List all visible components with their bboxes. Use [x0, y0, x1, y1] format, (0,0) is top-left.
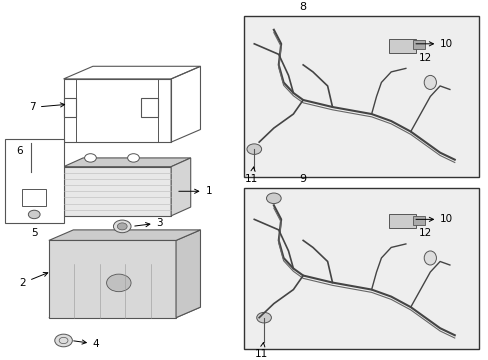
- Circle shape: [84, 154, 96, 162]
- Bar: [244, 188, 478, 349]
- Circle shape: [113, 220, 131, 233]
- Bar: [244, 16, 478, 177]
- Bar: [388, 39, 415, 53]
- Circle shape: [117, 223, 127, 230]
- Bar: [388, 214, 415, 228]
- Circle shape: [256, 312, 271, 323]
- Circle shape: [106, 274, 131, 292]
- Circle shape: [246, 144, 261, 154]
- Text: 4: 4: [74, 339, 100, 349]
- Bar: [5, 139, 63, 223]
- Polygon shape: [49, 240, 176, 318]
- Text: 9: 9: [299, 174, 306, 184]
- Polygon shape: [63, 167, 171, 216]
- Text: 1: 1: [179, 186, 212, 196]
- Polygon shape: [63, 98, 76, 117]
- Text: 12: 12: [418, 228, 431, 238]
- Bar: [22, 189, 46, 206]
- Bar: [412, 40, 425, 49]
- Text: 11: 11: [244, 167, 258, 184]
- Ellipse shape: [423, 75, 435, 89]
- Polygon shape: [63, 158, 190, 167]
- Circle shape: [28, 210, 40, 219]
- Text: 2: 2: [20, 273, 48, 288]
- Polygon shape: [49, 230, 200, 240]
- Text: 11: 11: [254, 343, 268, 359]
- Text: 7: 7: [29, 102, 64, 112]
- Circle shape: [266, 193, 281, 203]
- Text: 3: 3: [135, 218, 163, 228]
- Ellipse shape: [423, 251, 435, 265]
- Circle shape: [127, 154, 139, 162]
- Text: 6: 6: [16, 146, 23, 156]
- Text: 12: 12: [418, 53, 431, 63]
- Circle shape: [55, 334, 72, 347]
- Bar: [412, 216, 425, 225]
- Polygon shape: [171, 158, 190, 216]
- Polygon shape: [176, 230, 200, 318]
- Text: 10: 10: [415, 214, 452, 224]
- Polygon shape: [141, 98, 158, 117]
- Text: 10: 10: [415, 39, 452, 49]
- Text: 8: 8: [299, 2, 306, 12]
- Polygon shape: [49, 307, 200, 318]
- Text: 5: 5: [31, 228, 38, 238]
